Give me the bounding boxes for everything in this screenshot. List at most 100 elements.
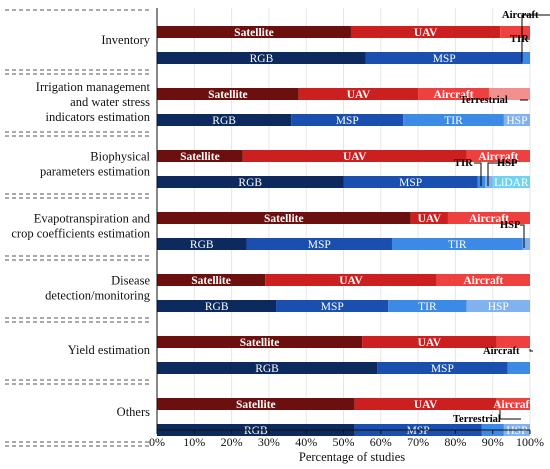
bar-segment-msp — [246, 238, 392, 250]
category-label: and water stress — [70, 95, 150, 109]
category-label: crop coefficients estimation — [11, 227, 150, 241]
segment-label: MSP — [321, 301, 344, 313]
bar-segment-lidar — [492, 176, 530, 188]
bar-segment-satellite — [157, 336, 363, 348]
bar-segment-aircraft — [466, 150, 530, 162]
segment-label: TIR — [418, 301, 437, 313]
bar-segment-satellite — [157, 398, 355, 410]
segment-label: UAV — [343, 151, 367, 163]
bar-segment-uav — [354, 398, 497, 410]
segment-label: MSP — [431, 363, 454, 375]
bar-segment-rgb — [157, 52, 366, 64]
annotation-leader — [529, 349, 533, 352]
bar-segment-aircraft — [418, 88, 489, 100]
bar-segment-tir — [507, 362, 530, 374]
segment-label: RGB — [244, 425, 268, 437]
segment-label: Satellite — [240, 337, 280, 349]
bar-segment-msp — [365, 52, 523, 64]
bar-segment-rgb — [157, 362, 378, 374]
bar-segment-aircraft — [496, 398, 530, 410]
segment-label: Satellite — [234, 27, 274, 39]
x-tick-label: 40% — [295, 435, 317, 449]
segment-label: RGB — [212, 115, 236, 127]
bar-segment-terrestrial — [488, 88, 530, 100]
bar-segment-uav — [350, 26, 501, 38]
segment-label: UAV — [347, 89, 371, 101]
segment-label: Satellite — [208, 89, 248, 101]
x-tick-label: 80% — [444, 435, 466, 449]
segment-label: Aircraft — [478, 151, 518, 163]
segment-label: HSP — [506, 115, 527, 127]
bar-segment-satellite — [157, 150, 243, 162]
annotation-leader — [521, 14, 550, 38]
bar-segment-hsp — [503, 114, 530, 126]
segment-annotation: Terrestrial — [453, 414, 501, 425]
category-groups: Inventory Satellite UAV RGB MSP Aircraft TIR Ir… — [5, 9, 550, 447]
x-tick-label: 30% — [258, 435, 280, 449]
x-axis: 0% 10% 20% 30% 40% 50% 60% 70% 80% 90% 100% — [149, 8, 544, 449]
segment-label: UAV — [414, 27, 438, 39]
bar-segment-rgb — [157, 176, 344, 188]
category-group: Inventory Satellite UAV RGB MSP Aircraft TIR — [5, 9, 550, 75]
segment-label: UAV — [418, 337, 442, 349]
segment-label: MSP — [399, 177, 422, 189]
category-label: parameters estimation — [40, 165, 151, 179]
bar-segment-tir — [388, 300, 467, 312]
bar-segment-aircraft — [436, 274, 530, 286]
category-label: Inventory — [101, 33, 150, 47]
segment-label: RGB — [190, 239, 214, 251]
category-label: indicators estimation — [46, 110, 151, 124]
segment-label: Aircraft — [434, 89, 474, 101]
annotation-leader — [499, 410, 521, 420]
segment-annotation: Aircraft — [502, 10, 539, 21]
category-label: Evapotranspiration and — [34, 212, 151, 226]
segment-label: MSP — [433, 53, 456, 65]
x-tick-label: 100% — [516, 435, 544, 449]
annotation-leader — [487, 162, 517, 186]
category-label: Biophysical — [90, 150, 150, 164]
bar-segment-uav — [242, 150, 467, 162]
bar-segment-aircraft — [447, 212, 530, 224]
segment-label: RGB — [205, 301, 229, 313]
bar-segment-satellite — [157, 26, 351, 38]
bar-segment-rgb — [157, 300, 277, 312]
category-label: Others — [117, 405, 150, 419]
x-axis-label: Percentage of studies — [299, 450, 405, 464]
annotation-leader — [521, 38, 530, 62]
segment-label: Satellite — [180, 151, 220, 163]
bar-segment-msp — [291, 114, 404, 126]
bar-segment-tir — [403, 114, 504, 126]
bar-segment-satellite — [157, 88, 299, 100]
segment-label: UAV — [418, 213, 442, 225]
category-label: Yield estimation — [68, 343, 151, 357]
segment-annotation: TIR — [510, 34, 529, 45]
x-tick-label: 90% — [482, 435, 504, 449]
bar-segment-tir — [391, 238, 523, 250]
segment-label: RGB — [250, 53, 274, 65]
bar-segment-tir — [522, 52, 530, 64]
bar-segment-msp — [377, 362, 508, 374]
segment-annotation: Terrestrial — [460, 95, 508, 106]
segment-label: UAV — [414, 399, 438, 411]
x-tick-label: 70% — [407, 435, 429, 449]
segment-label: HSP — [506, 425, 527, 437]
segment-label: Satellite — [191, 275, 231, 287]
segment-annotation: Aircraft — [483, 346, 520, 357]
bar-segment-satellite — [157, 274, 266, 286]
bar-segment-hsp — [485, 176, 493, 188]
bar-segment-hsp — [466, 300, 530, 312]
annotation-leader — [520, 224, 525, 248]
segment-label: RGB — [255, 363, 279, 375]
segment-label: Satellite — [236, 399, 276, 411]
segment-label: Aircraft — [469, 213, 509, 225]
bar-segment-uav — [298, 88, 419, 100]
bar-segment-uav — [265, 274, 437, 286]
bar-segment-msp — [343, 176, 478, 188]
x-tick-label: 60% — [370, 435, 392, 449]
segment-label: UAV — [339, 275, 363, 287]
bar-segment-rgb — [157, 114, 292, 126]
